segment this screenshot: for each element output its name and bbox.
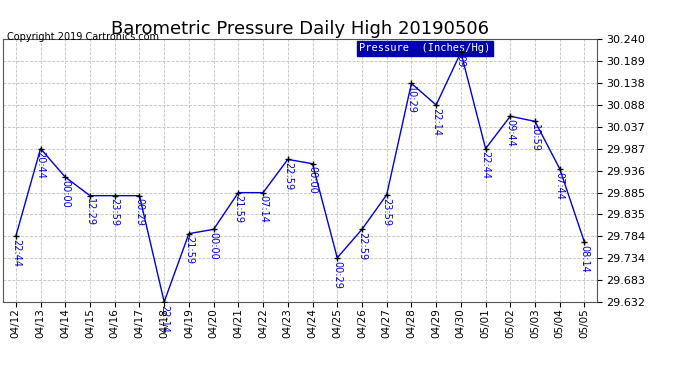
Text: 00:29: 00:29 bbox=[333, 261, 342, 288]
Text: 22:14: 22:14 bbox=[431, 108, 441, 136]
Text: 21:59: 21:59 bbox=[233, 195, 244, 223]
Title: Barometric Pressure Daily High 20190506: Barometric Pressure Daily High 20190506 bbox=[111, 20, 489, 38]
Text: 10:59: 10:59 bbox=[530, 124, 540, 152]
Text: 20:44: 20:44 bbox=[36, 152, 46, 179]
Text: 12:29: 12:29 bbox=[85, 198, 95, 226]
Text: 22:59: 22:59 bbox=[357, 232, 367, 260]
Text: 22:44: 22:44 bbox=[11, 239, 21, 267]
Text: 00:29: 00:29 bbox=[135, 198, 144, 226]
Text: 09:44: 09:44 bbox=[505, 119, 515, 147]
Text: 22:44: 22:44 bbox=[481, 152, 491, 179]
Text: 23:59: 23:59 bbox=[110, 198, 119, 226]
Text: Copyright 2019 Cartronics.com: Copyright 2019 Cartronics.com bbox=[7, 32, 159, 42]
Text: 22:59: 22:59 bbox=[283, 162, 293, 190]
Text: 10:29: 10:29 bbox=[406, 86, 416, 114]
Text: 22:14: 22:14 bbox=[159, 304, 169, 333]
Text: 21:59: 21:59 bbox=[184, 236, 194, 264]
Text: 08:14: 08:14 bbox=[580, 245, 589, 273]
Text: 00:00: 00:00 bbox=[60, 180, 70, 208]
Text: Pressure  (Inches/Hg): Pressure (Inches/Hg) bbox=[359, 44, 491, 53]
Text: 23:59: 23:59 bbox=[382, 198, 392, 226]
Text: 09:: 09: bbox=[456, 55, 466, 70]
Text: 07:44: 07:44 bbox=[555, 172, 564, 200]
Text: 07:14: 07:14 bbox=[258, 195, 268, 223]
Text: 00:00: 00:00 bbox=[308, 166, 317, 194]
Text: 00:00: 00:00 bbox=[208, 232, 219, 260]
